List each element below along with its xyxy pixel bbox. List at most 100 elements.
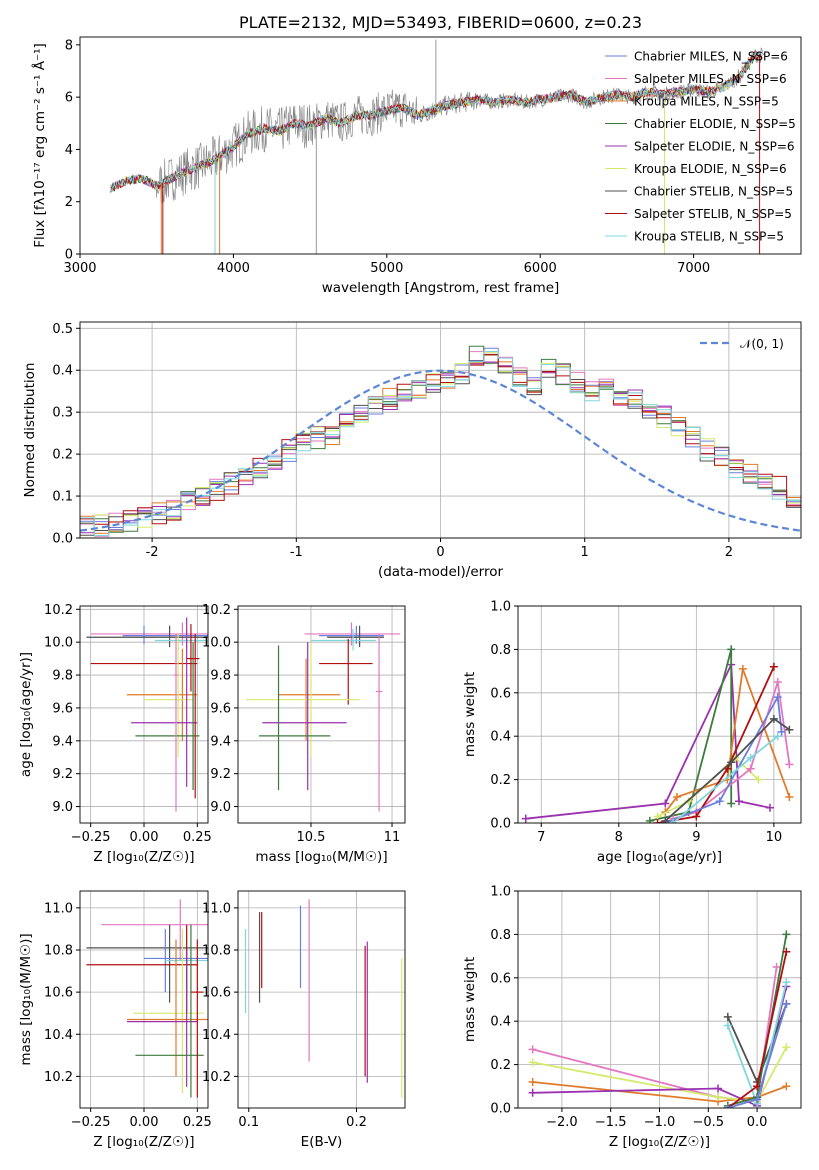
x-axis-label: Z [log₁₀(Z/Z☉)] (609, 1134, 710, 1150)
y-tick-label: 0.4 (52, 364, 73, 379)
mass-vs-EBV-axes (234, 891, 405, 1112)
y-tick-label: 10.2 (44, 1070, 73, 1085)
weight-marker (773, 732, 782, 741)
legend-label: Salpeter STELIB, N_SSP=5 (634, 207, 792, 221)
age-vs-Z-frame (79, 605, 209, 824)
weight-marker (528, 1045, 537, 1054)
y-tick-label: 10.6 (44, 986, 73, 1001)
y-tick-label: 10.6 (202, 986, 231, 1001)
x-tick-label: 11 (384, 830, 401, 845)
x-axis-label: (data-model)/error (378, 564, 504, 580)
y-tick-label: 0.3 (52, 406, 73, 421)
weight-marker (765, 803, 774, 812)
weight-marker (754, 775, 763, 784)
y-axis-label: age [log₁₀(age/yr)] (18, 652, 34, 777)
y-tick-label: 0.8 (490, 928, 511, 943)
legend-label: Kroupa STELIB, N_SSP=5 (634, 230, 784, 244)
x-axis-label: E(B-V) (301, 1134, 343, 1150)
y-tick-label: 9.6 (210, 701, 231, 716)
y-axis-label: mass weight (462, 672, 478, 757)
x-tick-label: 5000 (370, 261, 403, 276)
spectrum-frame (79, 36, 802, 255)
y-tick-label: 10.4 (44, 1028, 73, 1043)
weight-marker (653, 819, 662, 823)
weight-marker (645, 816, 654, 823)
weight-marker (782, 978, 791, 987)
weight-marker (528, 1058, 537, 1067)
y-tick-label: 10.2 (202, 1070, 231, 1085)
y-tick-label: 0.2 (52, 448, 73, 463)
y-tick-label: 0.8 (490, 643, 511, 658)
y-tick-label: 9.8 (210, 669, 231, 684)
y-tick-label: 9.0 (210, 800, 231, 815)
weight-vs-Z-frame (517, 890, 802, 1109)
y-tick-label: 9.4 (210, 734, 231, 749)
y-tick-label: 10.4 (202, 1028, 231, 1043)
weight-marker (714, 1084, 723, 1093)
age-vs-Z-plot-area (86, 617, 208, 812)
weight-marker (746, 753, 755, 762)
weight-marker (785, 760, 794, 769)
histogram-step (80, 351, 801, 538)
x-tick-label: 7000 (677, 261, 710, 276)
x-tick-label: 0.25 (183, 1115, 212, 1130)
spectrum-plot-area (110, 39, 765, 254)
y-tick-label: 9.0 (52, 800, 73, 815)
histogram-plot-area (80, 345, 801, 538)
x-tick-label: 9 (692, 830, 700, 845)
y-tick-label: 0.0 (52, 532, 73, 547)
weight-marker (723, 1021, 732, 1030)
x-tick-label: 0.00 (130, 830, 159, 845)
y-tick-label: 0.4 (490, 1015, 511, 1030)
weight-marker (727, 799, 736, 808)
weight-marker (753, 1082, 762, 1091)
weight-vs-Z-plot-area (528, 930, 791, 1108)
x-tick-label: 2 (725, 545, 733, 560)
legend-label: Chabrier MILES, N_SSP=6 (634, 50, 788, 64)
y-tick-label: 0.2 (490, 1058, 511, 1073)
x-tick-label: 7 (537, 830, 545, 845)
x-tick-label: 0.25 (183, 830, 212, 845)
spectrum-axes (76, 44, 695, 258)
x-tick-label: 10.5 (296, 830, 325, 845)
y-tick-label: 1.0 (490, 885, 511, 900)
weight-marker (723, 1012, 732, 1021)
weight-marker (738, 664, 747, 673)
weight-marker (785, 792, 794, 801)
legend-label: 𝒩(0, 1) (740, 337, 784, 351)
x-tick-label: 4000 (217, 261, 250, 276)
weight-marker (746, 764, 755, 773)
mass-vs-EBV-frame (237, 890, 406, 1109)
weight-marker (727, 645, 736, 654)
y-tick-label: 11.0 (44, 901, 73, 916)
y-tick-label: 10.2 (44, 603, 73, 618)
y-tick-label: 8 (65, 38, 73, 53)
weight-marker (661, 816, 670, 823)
y-tick-label: 2 (65, 195, 73, 210)
x-tick-label: 3000 (63, 261, 96, 276)
gaussian-curve (80, 369, 801, 532)
y-axis-label: Flux [fλ10⁻¹⁷ erg cm⁻² s⁻¹ Å⁻¹] (31, 43, 48, 248)
weight-marker (769, 662, 778, 671)
histogram-step (80, 351, 801, 536)
x-tick-label: 0 (436, 545, 444, 560)
weight-marker (672, 792, 681, 801)
y-tick-label: 10.2 (202, 603, 231, 618)
y-tick-label: 0.5 (52, 322, 73, 337)
weight-marker (692, 812, 701, 821)
weight-marker (773, 677, 782, 686)
y-axis-label: Normed distribution (22, 363, 38, 498)
x-tick-label: 6000 (524, 261, 557, 276)
weight-marker (777, 727, 786, 736)
x-tick-label: −1.0 (644, 1115, 676, 1130)
weight-marker (782, 947, 791, 956)
age-vs-mass-axes (234, 606, 405, 827)
y-tick-label: 0.2 (490, 773, 511, 788)
y-tick-label: 9.6 (52, 701, 73, 716)
histogram-step (80, 354, 801, 534)
x-axis-label: Z [log₁₀(Z/Z☉)] (93, 849, 194, 865)
weight-marker (528, 1077, 537, 1086)
legend-label: Chabrier ELODIE, N_SSP=5 (634, 117, 796, 131)
weight-marker (782, 999, 791, 1008)
y-tick-label: 10.8 (44, 943, 73, 958)
